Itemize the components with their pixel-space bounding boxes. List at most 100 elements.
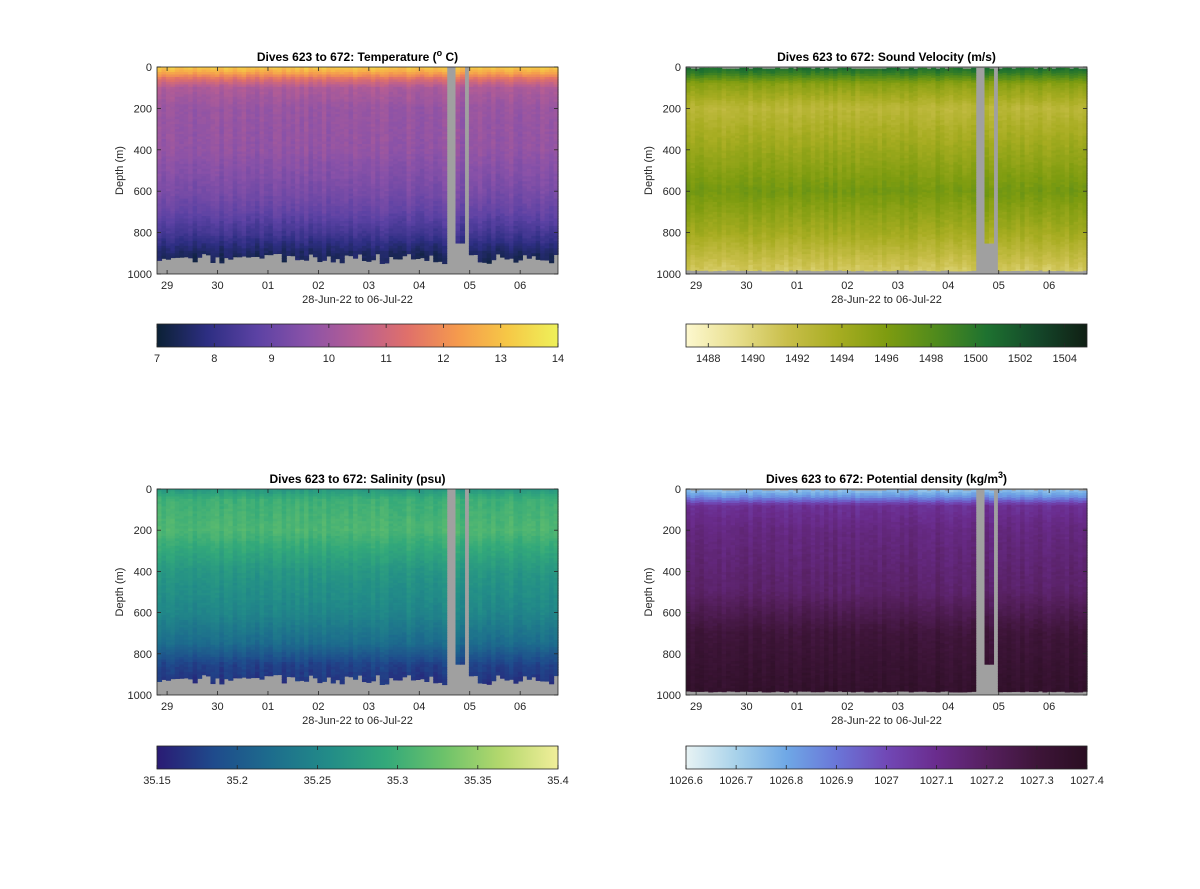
heatmap-cell xyxy=(268,201,274,205)
heatmap-cell xyxy=(210,89,216,93)
heatmap-cell xyxy=(241,218,247,222)
heatmap-cell xyxy=(188,213,194,217)
heatmap-cell xyxy=(174,233,180,237)
heatmap-cell xyxy=(201,94,207,98)
heatmap-cell xyxy=(165,228,171,232)
heatmap-cell xyxy=(206,101,212,105)
heatmap-cell xyxy=(170,225,176,230)
heatmap-cell xyxy=(277,111,283,115)
heatmap-cell xyxy=(174,144,180,148)
heatmap-cell xyxy=(223,206,229,210)
heatmap-cell xyxy=(299,121,305,125)
heatmap-cell xyxy=(188,255,194,259)
heatmap-cell xyxy=(210,238,216,242)
heatmap-cell xyxy=(321,176,327,180)
heatmap-cell xyxy=(272,104,278,108)
heatmap-cell xyxy=(290,74,296,78)
heatmap-cell xyxy=(330,109,336,113)
heatmap-cell xyxy=(330,211,336,215)
heatmap-cell xyxy=(268,161,274,165)
heatmap-cell xyxy=(308,119,314,123)
heatmap-cell xyxy=(183,221,189,225)
heatmap-cell xyxy=(228,201,234,205)
heatmap-cell xyxy=(165,211,171,215)
heatmap-cell xyxy=(192,116,198,120)
heatmap-cell xyxy=(246,116,252,120)
heatmap-cell xyxy=(304,181,310,185)
heatmap-cell xyxy=(272,196,278,200)
heatmap-cell xyxy=(174,203,180,207)
heatmap-cell xyxy=(344,181,350,185)
heatmap-cell xyxy=(206,243,212,247)
heatmap-cell xyxy=(174,181,180,185)
heatmap-cell xyxy=(201,76,207,81)
heatmap-cell xyxy=(410,258,417,260)
heatmap-cell xyxy=(299,129,305,133)
heatmap-cell xyxy=(361,99,368,103)
heatmap-cell xyxy=(174,106,180,110)
heatmap-cell xyxy=(246,163,252,167)
heatmap-cell xyxy=(330,69,336,73)
heatmap-cell xyxy=(237,158,243,162)
heatmap-cell xyxy=(357,158,363,162)
heatmap-cell xyxy=(361,176,368,180)
heatmap-cell xyxy=(259,144,265,148)
heatmap-cell xyxy=(317,124,323,128)
heatmap-cell xyxy=(223,153,229,158)
heatmap-cell xyxy=(357,196,363,200)
heatmap-cell xyxy=(321,191,327,195)
heatmap-cell xyxy=(197,186,203,190)
heatmap-cell xyxy=(250,243,256,247)
heatmap-cell xyxy=(281,84,287,88)
heatmap-cell xyxy=(188,111,194,115)
heatmap-cell xyxy=(353,245,359,249)
heatmap-cell xyxy=(183,84,189,88)
heatmap-cell xyxy=(223,250,229,254)
heatmap-cell xyxy=(344,216,350,220)
heatmap-cell xyxy=(232,171,238,175)
heatmap-cell xyxy=(192,134,198,138)
heatmap-cell xyxy=(272,223,278,227)
heatmap-cell xyxy=(339,211,345,215)
heatmap-cell xyxy=(281,79,287,83)
heatmap-cell xyxy=(237,166,243,170)
heatmap-cell xyxy=(295,243,301,247)
heatmap-cell xyxy=(335,79,341,83)
heatmap-cell xyxy=(246,114,252,118)
heatmap-cell xyxy=(335,134,341,138)
heatmap-cell xyxy=(308,134,314,138)
heatmap-cell xyxy=(263,191,269,195)
heatmap-cell xyxy=(210,71,216,76)
heatmap-cell xyxy=(188,240,194,244)
heatmap-cell xyxy=(246,221,252,225)
heatmap-cell xyxy=(339,111,345,115)
heatmap-cell xyxy=(201,216,207,220)
heatmap-cell xyxy=(339,134,345,138)
heatmap-cell xyxy=(268,111,274,115)
heatmap-cell xyxy=(250,111,256,115)
heatmap-cell xyxy=(335,99,341,103)
heatmap-cell xyxy=(210,213,216,217)
heatmap-cell xyxy=(339,109,345,113)
heatmap-cell xyxy=(197,248,203,252)
heatmap-cell xyxy=(192,245,198,249)
heatmap-cell xyxy=(290,131,296,135)
heatmap-cell xyxy=(206,235,212,239)
heatmap-cell xyxy=(232,111,238,115)
heatmap-cell xyxy=(286,173,292,177)
heatmap-cell xyxy=(321,96,327,100)
heatmap-cell xyxy=(174,193,180,197)
heatmap-cell xyxy=(183,136,189,140)
heatmap-cell xyxy=(246,245,252,249)
heatmap-cell xyxy=(339,119,345,123)
heatmap-cell xyxy=(170,211,176,215)
heatmap-cell xyxy=(263,225,269,230)
heatmap-cell xyxy=(299,255,305,259)
heatmap-cell xyxy=(330,67,336,71)
heatmap-cell xyxy=(295,71,301,76)
heatmap-cell xyxy=(183,250,189,254)
heatmap-cell xyxy=(197,221,203,225)
heatmap-cell xyxy=(219,144,225,148)
heatmap-cell xyxy=(210,156,216,160)
heatmap-cell xyxy=(361,67,368,71)
